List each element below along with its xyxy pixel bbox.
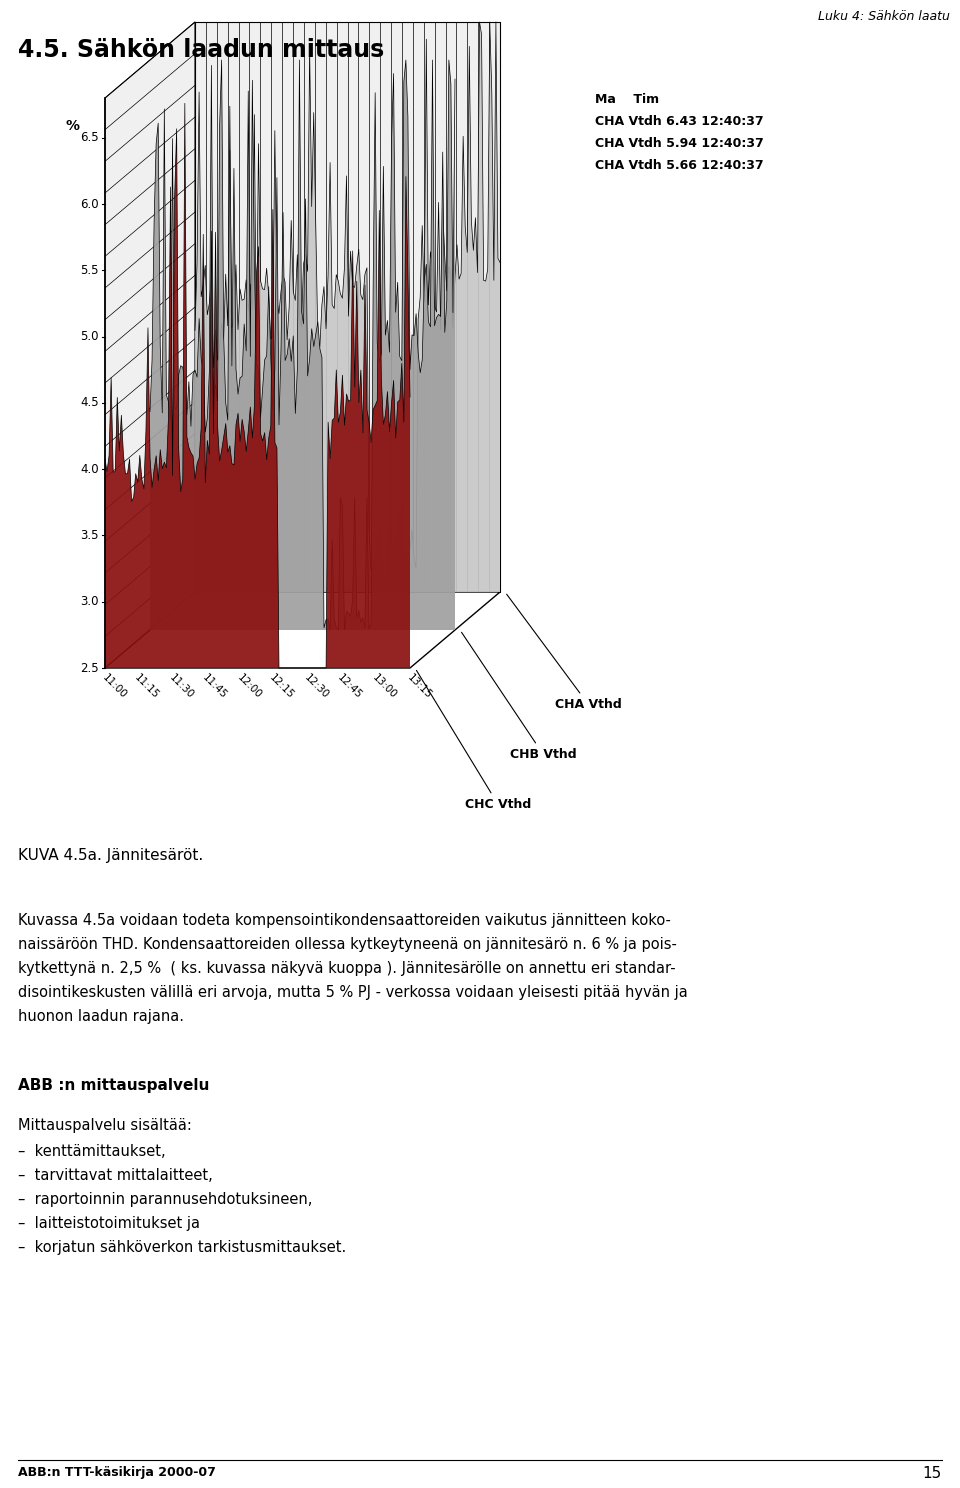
Text: 3.0: 3.0 (81, 595, 99, 609)
Text: 4.5. Sähkön laadun mittaus: 4.5. Sähkön laadun mittaus (18, 39, 384, 62)
Text: ABB :n mittauspalvelu: ABB :n mittauspalvelu (18, 1077, 209, 1094)
Text: huonon laadun rajana.: huonon laadun rajana. (18, 1009, 184, 1024)
Text: 15: 15 (923, 1466, 942, 1481)
Text: –  kenttämittaukset,: – kenttämittaukset, (18, 1144, 166, 1159)
Text: CHC Vthd: CHC Vthd (417, 671, 531, 811)
Text: 13:00: 13:00 (371, 673, 398, 701)
Text: 11:00: 11:00 (100, 673, 128, 701)
Text: naissäröön THD. Kondensaattoreiden ollessa kytkeytyneenä on jännitesärö n. 6 % j: naissäröön THD. Kondensaattoreiden olles… (18, 937, 677, 952)
Text: –  korjatun sähköverkon tarkistusmittaukset.: – korjatun sähköverkon tarkistusmittauks… (18, 1240, 347, 1254)
Text: CHA Vthd: CHA Vthd (507, 594, 622, 711)
Text: 11:30: 11:30 (167, 673, 196, 701)
Text: 5.0: 5.0 (81, 330, 99, 344)
Text: %: % (65, 119, 79, 132)
Text: 2.5: 2.5 (81, 662, 99, 674)
Text: Mittauspalvelu sisältää:: Mittauspalvelu sisältää: (18, 1117, 192, 1132)
Text: 12:45: 12:45 (335, 673, 364, 701)
Text: 6.5: 6.5 (81, 131, 99, 144)
Text: 12:15: 12:15 (268, 673, 296, 701)
Text: 12:00: 12:00 (235, 673, 263, 701)
Text: Luku 4: Sähkön laatu: Luku 4: Sähkön laatu (818, 10, 950, 22)
Text: 4.5: 4.5 (81, 396, 99, 409)
Text: KUVA 4.5a. Jännitesäröt.: KUVA 4.5a. Jännitesäröt. (18, 848, 204, 863)
Text: CHA Vtdh 5.94 12:40:37: CHA Vtdh 5.94 12:40:37 (595, 137, 764, 150)
Polygon shape (195, 22, 500, 592)
Text: 11:45: 11:45 (201, 673, 228, 701)
Polygon shape (195, 22, 500, 592)
Text: Ma    Tim: Ma Tim (595, 92, 660, 106)
Text: 11:15: 11:15 (132, 673, 161, 701)
Text: CHA Vtdh 5.66 12:40:37: CHA Vtdh 5.66 12:40:37 (595, 159, 763, 173)
Text: 3.5: 3.5 (81, 528, 99, 542)
Text: kytkettynä n. 2,5 %  ( ks. kuvassa näkyvä kuoppa ). Jännitesärölle on annettu er: kytkettynä n. 2,5 % ( ks. kuvassa näkyvä… (18, 961, 676, 976)
Text: 5.5: 5.5 (81, 263, 99, 277)
Text: –  laitteistotoimitukset ja: – laitteistotoimitukset ja (18, 1216, 200, 1231)
Polygon shape (105, 103, 410, 668)
Text: 6.0: 6.0 (81, 198, 99, 210)
Text: 13:15: 13:15 (405, 673, 433, 701)
Text: 4.0: 4.0 (81, 463, 99, 476)
Polygon shape (105, 22, 195, 668)
Polygon shape (105, 592, 500, 668)
Text: Kuvassa 4.5a voidaan todeta kompensointikondensaattoreiden vaikutus jännitteen k: Kuvassa 4.5a voidaan todeta kompensointi… (18, 914, 671, 929)
Text: CHB Vthd: CHB Vthd (462, 632, 577, 760)
Text: –  tarvittavat mittalaitteet,: – tarvittavat mittalaitteet, (18, 1168, 213, 1183)
Text: disointikeskusten välillä eri arvoja, mutta 5 % PJ - verkossa voidaan yleisesti : disointikeskusten välillä eri arvoja, mu… (18, 985, 687, 1000)
Text: 12:30: 12:30 (302, 673, 331, 701)
Polygon shape (150, 60, 455, 629)
Text: ABB:n TTT-käsikirja 2000-07: ABB:n TTT-käsikirja 2000-07 (18, 1466, 216, 1479)
Text: –  raportoinnin parannusehdotuksineen,: – raportoinnin parannusehdotuksineen, (18, 1192, 312, 1207)
Text: CHA Vtdh 6.43 12:40:37: CHA Vtdh 6.43 12:40:37 (595, 115, 763, 128)
